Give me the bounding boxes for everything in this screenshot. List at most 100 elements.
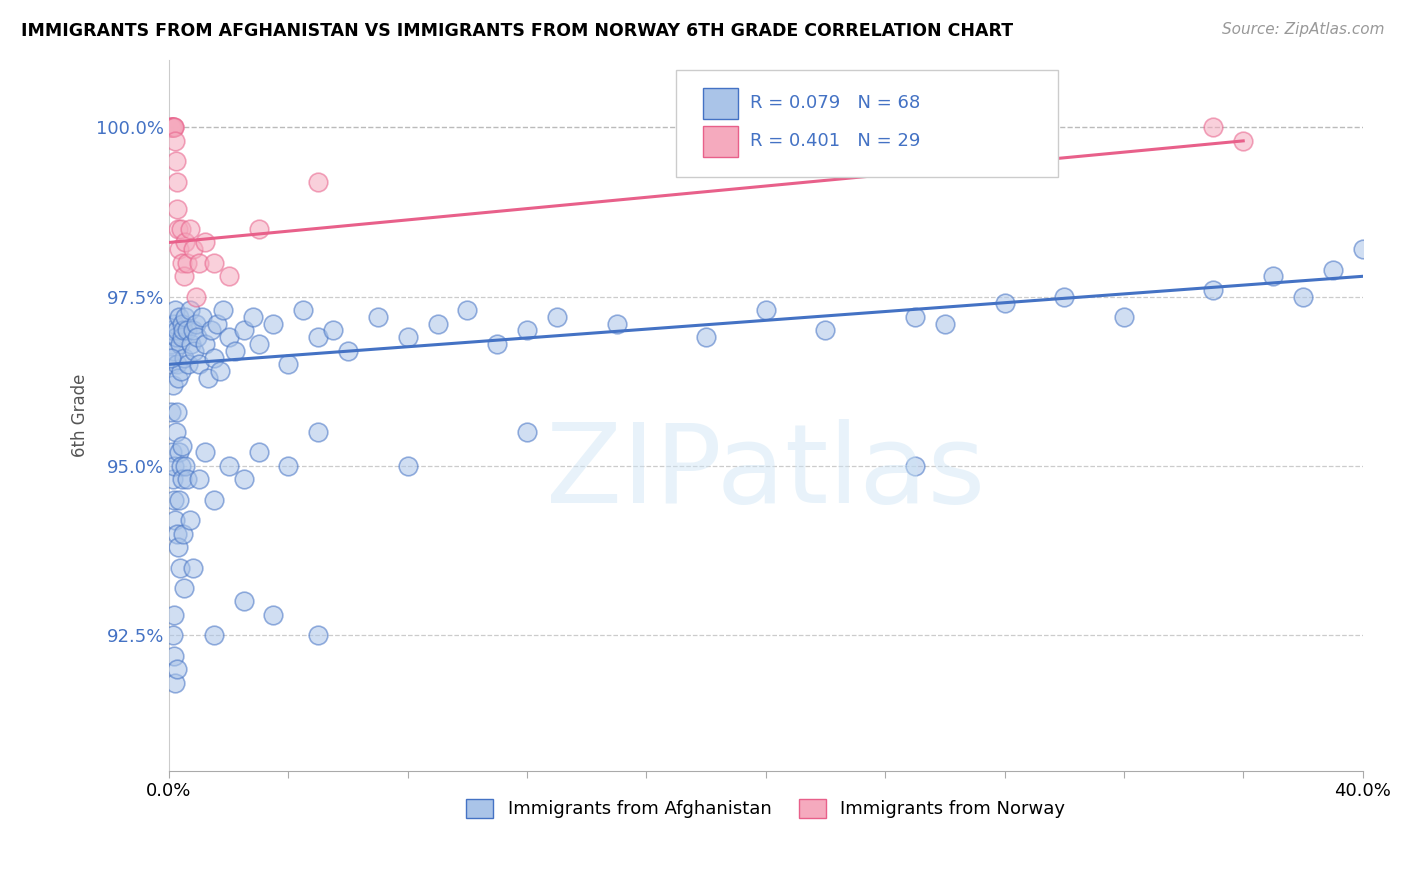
Text: Source: ZipAtlas.com: Source: ZipAtlas.com xyxy=(1222,22,1385,37)
Bar xyxy=(703,88,738,119)
Point xyxy=(486,337,509,351)
Y-axis label: 6th Grade: 6th Grade xyxy=(72,374,89,457)
Point xyxy=(162,343,184,358)
Point xyxy=(162,628,184,642)
Point xyxy=(170,458,193,473)
Point xyxy=(173,269,195,284)
Point xyxy=(166,662,188,676)
Point xyxy=(292,303,315,318)
Point xyxy=(169,242,191,256)
Point xyxy=(172,324,194,338)
Point xyxy=(1292,290,1315,304)
Point xyxy=(546,310,568,324)
Point xyxy=(186,330,208,344)
Point xyxy=(200,324,222,338)
Point xyxy=(159,337,181,351)
Point xyxy=(160,357,183,371)
Point xyxy=(172,439,194,453)
Point xyxy=(1202,283,1225,297)
Point xyxy=(934,317,956,331)
Point xyxy=(993,296,1015,310)
Point xyxy=(170,364,193,378)
Point xyxy=(163,134,186,148)
Point xyxy=(163,513,186,527)
Point xyxy=(162,120,184,135)
Point xyxy=(232,473,254,487)
Point xyxy=(170,317,193,331)
Point xyxy=(211,303,233,318)
Point xyxy=(169,560,191,574)
Point xyxy=(166,324,188,338)
Point xyxy=(197,371,219,385)
Point xyxy=(205,317,228,331)
Point xyxy=(179,222,201,236)
Point xyxy=(367,310,389,324)
Point xyxy=(160,445,183,459)
Point xyxy=(165,330,187,344)
Point xyxy=(202,628,225,642)
Text: R = 0.401   N = 29: R = 0.401 N = 29 xyxy=(751,132,921,151)
Point xyxy=(307,425,329,439)
Point xyxy=(174,310,197,324)
Point xyxy=(176,473,198,487)
Point xyxy=(307,174,329,188)
Point xyxy=(606,317,628,331)
Point xyxy=(191,310,214,324)
Point xyxy=(1261,269,1284,284)
Point xyxy=(166,202,188,216)
Point xyxy=(307,330,329,344)
Point xyxy=(194,445,217,459)
Point xyxy=(165,425,187,439)
Point xyxy=(187,256,209,270)
Point xyxy=(167,445,190,459)
Point xyxy=(247,445,270,459)
Point xyxy=(162,473,184,487)
Point xyxy=(755,120,778,135)
Point xyxy=(172,330,194,344)
Point xyxy=(176,324,198,338)
Point xyxy=(218,330,240,344)
Point xyxy=(426,317,449,331)
Point xyxy=(516,324,538,338)
Point xyxy=(224,343,246,358)
Point xyxy=(183,343,205,358)
Point xyxy=(159,120,181,135)
Point xyxy=(163,492,186,507)
Point xyxy=(172,526,194,541)
Point xyxy=(263,607,285,622)
Point xyxy=(167,540,190,554)
Point xyxy=(277,357,299,371)
Point xyxy=(170,222,193,236)
Text: IMMIGRANTS FROM AFGHANISTAN VS IMMIGRANTS FROM NORWAY 6TH GRADE CORRELATION CHAR: IMMIGRANTS FROM AFGHANISTAN VS IMMIGRANT… xyxy=(21,22,1014,40)
Point xyxy=(277,458,299,473)
Point xyxy=(174,235,197,250)
Point xyxy=(170,473,193,487)
Point xyxy=(242,310,264,324)
Point xyxy=(163,648,186,663)
Point xyxy=(322,324,344,338)
Point xyxy=(396,458,419,473)
Point xyxy=(194,235,217,250)
Point xyxy=(179,513,201,527)
Point xyxy=(181,560,204,574)
Point xyxy=(181,324,204,338)
Point xyxy=(1232,134,1254,148)
Point xyxy=(176,256,198,270)
Point xyxy=(232,594,254,608)
Text: ZIPatlas: ZIPatlas xyxy=(546,418,986,525)
Point xyxy=(184,290,207,304)
Point xyxy=(179,303,201,318)
Point xyxy=(167,371,190,385)
Point xyxy=(263,317,285,331)
Point xyxy=(162,607,184,622)
Point xyxy=(167,222,190,236)
Point xyxy=(163,303,186,318)
Point xyxy=(307,628,329,642)
Point xyxy=(163,317,186,331)
Point xyxy=(184,317,207,331)
Point xyxy=(232,324,254,338)
Point xyxy=(755,303,778,318)
Point xyxy=(160,405,183,419)
Point xyxy=(160,120,183,135)
Point xyxy=(169,337,191,351)
